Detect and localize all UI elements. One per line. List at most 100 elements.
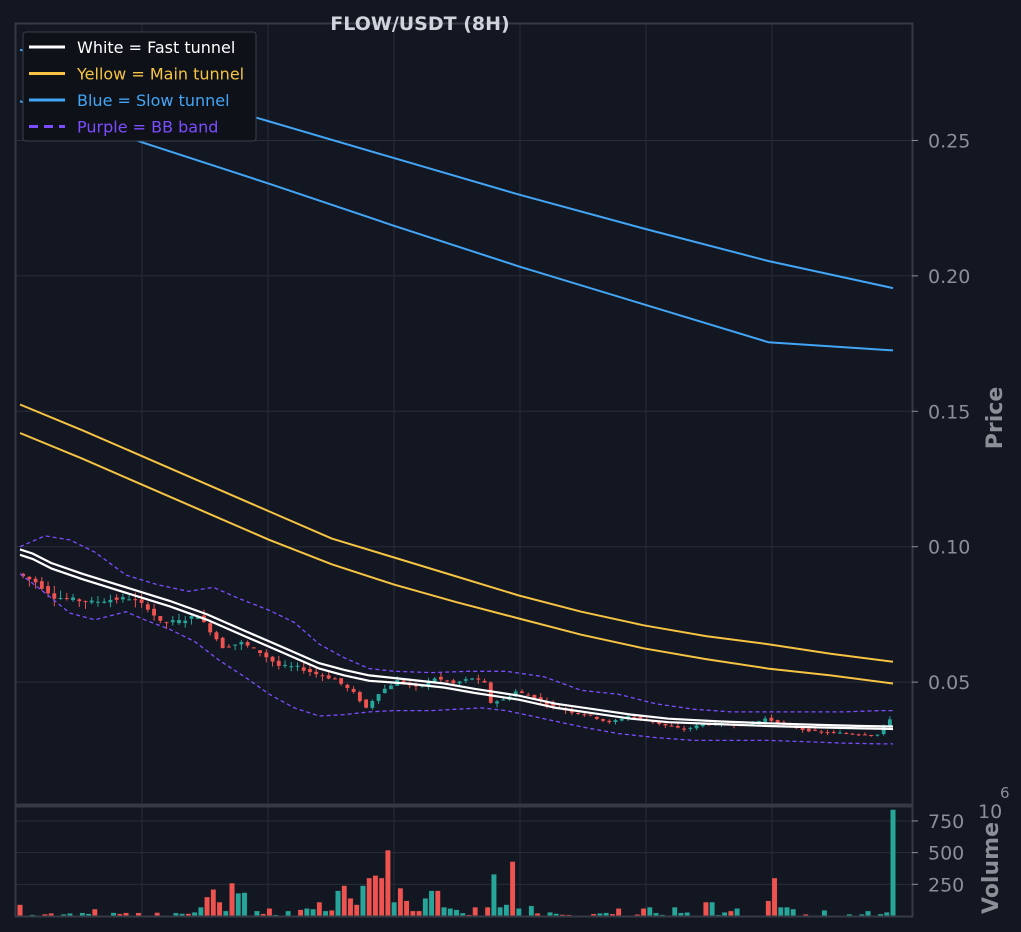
candle-body-82 [532, 694, 537, 698]
volume-bar-64 [416, 910, 422, 917]
volume-tick-label-0: 250 [928, 874, 964, 896]
candle-body-13 [102, 601, 107, 603]
volume-bar-139 [883, 911, 890, 917]
candle-body-106 [682, 728, 687, 730]
volume-bar-69 [447, 908, 454, 917]
candle-body-48 [320, 675, 325, 677]
price-tick-label-1: 0.10 [928, 537, 970, 559]
chart-title: FLOW/USDT (8H) [330, 13, 509, 35]
candle-body-129 [825, 732, 830, 734]
candle-body-40 [270, 656, 275, 662]
slow-tunnel-lower-line [19, 100, 894, 352]
volume-bar-31 [210, 889, 217, 917]
volume-bar-29 [197, 906, 204, 917]
candle-body-16 [120, 597, 125, 600]
candle-body-71 [463, 679, 468, 681]
volume-bar-68 [441, 906, 447, 917]
candle-body-5 [52, 593, 57, 599]
candle-body-98 [632, 716, 637, 718]
candle-body-119 [763, 718, 768, 722]
bb-lower-line [19, 573, 893, 745]
candle-body-88 [569, 709, 574, 713]
candle-body-57 [376, 694, 381, 701]
candle-body-99 [638, 716, 643, 719]
volume-bar-110 [703, 901, 709, 917]
candle-body-73 [476, 678, 481, 680]
candle-body-89 [576, 712, 581, 714]
candle-body-104 [669, 725, 674, 727]
candle-body-66 [432, 678, 437, 682]
candle-body-30 [208, 623, 213, 633]
volume-tick-label-2: 750 [928, 811, 964, 833]
candle-body-45 [301, 667, 306, 671]
volume-bar-105 [671, 906, 678, 917]
candle-body-42 [283, 664, 287, 667]
candle-body-135 [863, 734, 867, 736]
volume-multiplier-exponent: 6 [1000, 784, 1010, 802]
volume-bar-113 [721, 912, 728, 917]
volume-bar-38 [254, 910, 260, 917]
volume-bar-65 [422, 898, 429, 917]
volume-bar-70 [453, 909, 460, 917]
candle-body-28 [195, 617, 200, 619]
volume-bar-62 [403, 900, 410, 917]
volume-bar-85 [547, 911, 553, 917]
candle-body-18 [133, 599, 138, 601]
candle-body-109 [700, 723, 705, 727]
volume-bar-124 [790, 908, 797, 917]
volume-bar-79 [509, 861, 516, 917]
volume-bar-54 [353, 904, 360, 917]
candle-body-6 [58, 597, 63, 599]
volume-bar-94 [603, 912, 610, 917]
volume-bar-55 [360, 885, 366, 917]
volume-y-ticks: 250 500 750 [912, 811, 964, 896]
candle-body-120 [769, 717, 774, 721]
volume-bar-66 [428, 890, 435, 917]
bb-upper-line [19, 535, 893, 713]
candle-body-67 [438, 676, 443, 680]
candle-body-55 [364, 699, 369, 708]
candle-body-132 [844, 733, 849, 735]
volume-bar-30 [204, 896, 210, 917]
candle-body-92 [594, 716, 599, 719]
candle-body-26 [183, 620, 188, 624]
candle-body-105 [675, 725, 680, 728]
candle-body-15 [114, 597, 119, 600]
candle-body-21 [152, 608, 157, 616]
candle-body-103 [663, 723, 668, 726]
candle-body-90 [582, 714, 587, 716]
candle-body-46 [308, 669, 312, 673]
legend-label-3: Purple = BB band [77, 118, 218, 137]
candle-body-80 [520, 691, 524, 694]
candle-body-97 [626, 716, 630, 719]
candle-body-50 [332, 678, 337, 680]
candle-body-74 [482, 680, 487, 683]
volume-bar-32 [216, 901, 223, 917]
candle-body-27 [189, 616, 194, 619]
candle-body-108 [694, 725, 699, 729]
candle-body-56 [370, 700, 375, 708]
candle-body-32 [220, 637, 225, 649]
volume-bar-63 [409, 910, 416, 917]
main-tunnel-lower-line [19, 432, 894, 685]
candle-body-34 [233, 644, 238, 646]
volume-bar-100 [640, 908, 647, 917]
candle-body-136 [869, 735, 874, 737]
candle-body-137 [875, 734, 880, 736]
volume-bar-111 [709, 901, 716, 917]
candle-body-126 [806, 728, 811, 732]
volume-bar-35 [235, 892, 242, 917]
candle-body-102 [657, 721, 662, 724]
candle-body-33 [226, 646, 231, 648]
candle-body-138 [881, 725, 886, 735]
volume-bar-15 [110, 912, 117, 917]
volume-bar-49 [322, 910, 329, 917]
legend: White = Fast tunnel Yellow = Main tunnel B… [22, 31, 257, 142]
candle-body-139 [887, 719, 892, 727]
candle-body-58 [382, 688, 387, 694]
volume-bar-73 [472, 906, 479, 917]
volume-grid [16, 807, 912, 916]
volume-bar-57 [372, 875, 379, 917]
